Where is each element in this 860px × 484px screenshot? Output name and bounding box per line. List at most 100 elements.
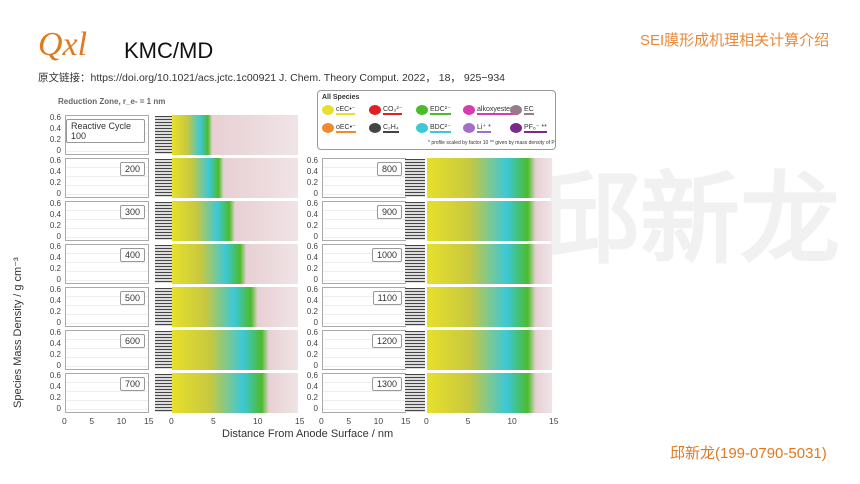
graphite-anode: [405, 159, 425, 197]
x-tick-label: 5: [346, 416, 352, 426]
y-tick-label: 0.2: [306, 264, 318, 273]
density-profile-panel: 1000: [322, 244, 406, 284]
y-tick-label: 0.6: [306, 156, 318, 165]
cycle-label: 1000: [371, 248, 402, 262]
y-tick-label: 0.2: [49, 178, 61, 187]
cycle-label: 600: [119, 334, 145, 348]
species-icon: [416, 105, 428, 115]
y-tick-label: 0.4: [306, 296, 318, 305]
y-tick-label: 0.4: [306, 210, 318, 219]
x-tick-label: 10: [507, 416, 517, 426]
y-tick-label: 0.6: [306, 328, 318, 337]
x-tick-label: 10: [253, 416, 263, 426]
slide-subtitle: SEI膜形成机理相关计算介绍: [640, 32, 830, 49]
figure: Reduction Zone, r_e- = 1 nm Species Mass…: [12, 88, 560, 440]
species-icon: [369, 105, 381, 115]
species-icon: [322, 105, 334, 115]
species-icon: [416, 123, 428, 133]
y-tick-label: 0.6: [49, 371, 61, 380]
cycle-label: 900: [376, 205, 402, 219]
x-tick-label: 0: [319, 416, 324, 426]
density-profile-panel: 500: [65, 287, 149, 327]
y-tick-label: 0.4: [49, 167, 61, 176]
reduction-zone-label: Reduction Zone, r_e- = 1 nm: [58, 97, 166, 106]
cycle-label: 500: [119, 291, 145, 305]
md-snapshot: [172, 373, 298, 413]
y-tick-label: 0: [56, 189, 61, 198]
y-tick-label: 0.6: [49, 199, 61, 208]
x-tick-label: 10: [373, 416, 384, 426]
graphite-anode: [405, 288, 425, 326]
legend-label: cEC•⁻: [336, 106, 356, 115]
y-tick-label: 0.2: [49, 393, 61, 402]
reference-link[interactable]: 原文链接：https://doi.org/10.1021/acs.jctc.1c…: [38, 72, 506, 84]
y-tick-label: 0.2: [49, 221, 61, 230]
x-tick-label: 15: [549, 416, 559, 426]
md-snapshot: [427, 158, 552, 198]
watermark: 邱新龙: [540, 164, 840, 276]
y-tick-label: 0.4: [49, 296, 61, 305]
legend-item: PF₆⁻ **: [510, 123, 547, 133]
footer-contact: 邱新龙(199-0790-5031): [670, 445, 827, 462]
graphite-anode: [155, 116, 175, 154]
legend-item: EC: [510, 105, 534, 115]
cycle-label: 1300: [371, 377, 402, 391]
cycle-label: 800: [376, 162, 402, 176]
density-profile-panel: 1100: [322, 287, 406, 327]
density-profile-panel: Reactive Cycle 100: [65, 115, 149, 155]
y-tick-label: 0.2: [49, 350, 61, 359]
density-profile-panel: 900: [322, 201, 406, 241]
y-tick-label: 0.6: [49, 285, 61, 294]
x-axis-label: Distance From Anode Surface / nm: [222, 428, 394, 440]
x-tick-label: 15: [295, 416, 305, 426]
y-tick-label: 0: [313, 404, 318, 413]
y-tick-label: 0.6: [306, 285, 318, 294]
legend-item: Li⁺ *: [463, 123, 491, 133]
y-tick-label: 0.4: [49, 253, 61, 262]
legend-label: PF₆⁻ **: [524, 124, 547, 133]
y-tick-label: 0.6: [49, 156, 61, 165]
legend: All Species cEC•⁻ CO₃²⁻ EDC²⁻ alkoxyester²⁻…: [317, 90, 556, 150]
legend-title: All Species: [322, 94, 360, 101]
graphite-anode: [405, 245, 425, 283]
y-tick-label: 0.4: [306, 167, 318, 176]
density-profile-panel: 1200: [322, 330, 406, 370]
legend-label: oEC•⁻: [336, 124, 356, 133]
cycle-label: 300: [119, 205, 145, 219]
species-icon: [510, 123, 522, 133]
graphite-anode: [405, 374, 425, 412]
legend-item: BDC²⁻: [416, 123, 451, 133]
cycle-label: 700: [119, 377, 145, 391]
legend-label: EC: [524, 105, 534, 115]
md-snapshot: [172, 115, 298, 155]
species-icon: [510, 105, 522, 115]
y-tick-label: 0.2: [306, 178, 318, 187]
graphite-anode: [155, 288, 175, 326]
legend-item: cEC•⁻: [322, 105, 356, 115]
y-tick-label: 0.2: [306, 393, 318, 402]
y-tick-label: 0: [56, 361, 61, 370]
x-tick-label: 0: [62, 416, 67, 426]
density-profile-panel: 700: [65, 373, 149, 413]
density-profile-panel: 200: [65, 158, 149, 198]
y-tick-label: 0: [313, 361, 318, 370]
species-icon: [322, 123, 334, 133]
cycle-label: 200: [119, 162, 145, 176]
y-tick-label: 0: [56, 275, 61, 284]
logo: Qxl: [38, 26, 88, 63]
y-tick-label: 0.4: [49, 210, 61, 219]
y-tick-label: 0: [56, 318, 61, 327]
x-tick-label: 0: [424, 416, 429, 426]
x-tick-label: 5: [465, 416, 471, 426]
y-tick-label: 0: [313, 275, 318, 284]
legend-note: ** given by mass density of P: [490, 140, 555, 146]
y-tick-label: 0.4: [306, 382, 318, 391]
legend-label: BDC²⁻: [430, 124, 451, 133]
md-snapshot: [427, 373, 552, 413]
y-tick-label: 0: [56, 232, 61, 241]
graphite-anode: [155, 202, 175, 240]
cycle-label: 400: [119, 248, 145, 262]
md-snapshot: [172, 244, 298, 284]
y-tick-label: 0: [56, 146, 61, 155]
